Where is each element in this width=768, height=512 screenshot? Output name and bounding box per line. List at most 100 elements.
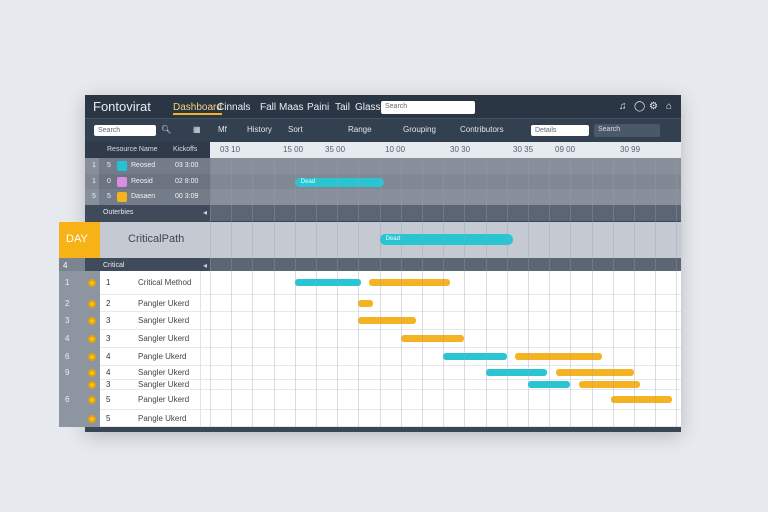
row-num: 5: [92, 193, 96, 201]
task-row[interactable]: [100, 410, 681, 427]
timeline-tick: 09 00: [555, 145, 576, 154]
details-select[interactable]: Details: [531, 125, 589, 136]
task-num: 4: [106, 368, 111, 377]
task-name: Critical Method: [138, 278, 192, 287]
col-resource-name[interactable]: Resource Name: [107, 146, 158, 153]
day-badge[interactable]: DAY: [59, 222, 100, 258]
task-num: 3: [106, 380, 111, 389]
resource-date: 02 8:00: [175, 177, 199, 185]
side-num: 2: [65, 298, 70, 308]
group-timeline: [210, 258, 681, 274]
collapse-icon[interactable]: ◂: [203, 208, 208, 217]
title-bar: Fontovirat Dashboard Cinnals Fall Maas P…: [85, 95, 681, 118]
critical-path-bar[interactable]: Dead: [379, 234, 514, 245]
gantt-bar-orange[interactable]: [400, 335, 465, 342]
gantt-bar-orange[interactable]: [369, 279, 450, 286]
toolbar-history[interactable]: History: [247, 125, 272, 134]
col-date[interactable]: Kickoffs: [173, 146, 198, 153]
group-label: Outerbies: [103, 209, 134, 216]
user-icon[interactable]: ⌂: [666, 101, 673, 112]
side-num: 6: [65, 395, 70, 404]
notification-icon[interactable]: ♫: [619, 101, 627, 112]
grid-line: [655, 158, 657, 427]
settings-icon[interactable]: ⚙: [649, 101, 658, 112]
menu-tail[interactable]: Tail: [335, 102, 351, 113]
grid-line: [252, 158, 254, 427]
gantt-bar-cyan[interactable]: [443, 353, 507, 360]
zoom-icon[interactable]: 🔍︎: [161, 125, 172, 134]
gantt-bar-orange[interactable]: [555, 369, 634, 376]
menu-fall[interactable]: Fall: [260, 102, 277, 113]
resource-name: Reosed: [131, 162, 156, 169]
resource-color-icon: [117, 176, 127, 187]
grid-line: [634, 158, 635, 427]
side-num: 6: [65, 352, 70, 361]
search-input[interactable]: Search: [381, 101, 475, 114]
toolbar-range[interactable]: Range: [348, 125, 372, 134]
row-divider: [100, 365, 681, 366]
help-icon[interactable]: ◯: [634, 101, 646, 112]
grid-line: [528, 158, 529, 427]
menu-paini[interactable]: Paini: [307, 102, 330, 113]
timeline-tick: 10 00: [385, 145, 406, 154]
gantt-bar-orange[interactable]: [515, 353, 603, 360]
gantt-bar-cyan[interactable]: [485, 369, 548, 376]
grid-line: [591, 158, 593, 427]
row-index: 5: [107, 162, 111, 169]
resource-row[interactable]: [85, 158, 681, 174]
row-num: 1: [92, 162, 96, 169]
gantt-bar[interactable]: Dead: [294, 177, 384, 187]
group-num: 4: [63, 261, 68, 270]
status-icon: [88, 317, 96, 325]
status-icon: [88, 381, 96, 389]
grid-line: [231, 158, 233, 427]
toolbar-contributors[interactable]: Contributors: [460, 125, 504, 134]
grid-line: [549, 158, 551, 427]
gantt-bar-orange[interactable]: [358, 317, 416, 324]
task-num: 3: [106, 334, 111, 343]
gantt-bar-orange[interactable]: [610, 396, 673, 403]
timeline-tick: 15 00: [283, 145, 304, 154]
bar-label: Dead: [385, 236, 400, 242]
menu-glass[interactable]: Glass: [355, 102, 381, 113]
task-name: Pangler Ukerd: [138, 298, 190, 308]
gantt-bar-orange[interactable]: [578, 381, 641, 388]
menu-dashboard[interactable]: Dashboard: [173, 102, 222, 115]
timeline-tick: 30 99: [620, 145, 641, 154]
band-label: CriticalPath: [128, 233, 185, 245]
status-icon: [88, 414, 96, 423]
name-col-divider: [200, 271, 201, 427]
grid-line: [358, 158, 360, 427]
collapse-icon[interactable]: ◂: [203, 261, 208, 270]
row-divider: [100, 426, 681, 427]
app-title: Fontovirat: [93, 99, 151, 114]
grid-line: [506, 158, 508, 427]
task-num: 3: [106, 316, 111, 325]
menu-cinnals[interactable]: Cinnals: [217, 102, 251, 113]
resource-name: Reosid: [131, 177, 153, 185]
toolbar-grouping[interactable]: Grouping: [403, 125, 436, 134]
grid-line: [570, 158, 572, 427]
view-icon[interactable]: ▦: [193, 125, 201, 134]
resource-color-icon: [117, 192, 127, 203]
toolbar-sort[interactable]: Sort: [288, 125, 303, 134]
filter-input[interactable]: Search: [594, 124, 660, 137]
timeline-tick: 30 35: [513, 145, 534, 154]
task-area: [100, 271, 681, 427]
resource-row[interactable]: [85, 189, 681, 206]
gantt-bar-orange[interactable]: [358, 299, 374, 307]
timeline-tick: 35 00: [325, 145, 346, 154]
row-index: 0: [107, 177, 111, 185]
grid-line: [676, 158, 678, 427]
task-name: Sangler Ukerd: [138, 380, 190, 389]
status-icon: [88, 369, 96, 377]
gantt-bar-cyan[interactable]: [294, 279, 361, 286]
toolbar-search-input[interactable]: Search: [94, 125, 156, 136]
toolbar-mf[interactable]: Mf: [218, 125, 227, 134]
gantt-window: Fontovirat Dashboard Cinnals Fall Maas P…: [59, 95, 681, 432]
resource-cell: [99, 189, 211, 206]
group-label: Critical: [103, 262, 125, 269]
toolbar: Search 🔍︎ ▦ Mf History Sort Range Groupi…: [85, 118, 681, 142]
gantt-bar-cyan[interactable]: [528, 381, 571, 388]
menu-maas[interactable]: Maas: [279, 102, 304, 113]
